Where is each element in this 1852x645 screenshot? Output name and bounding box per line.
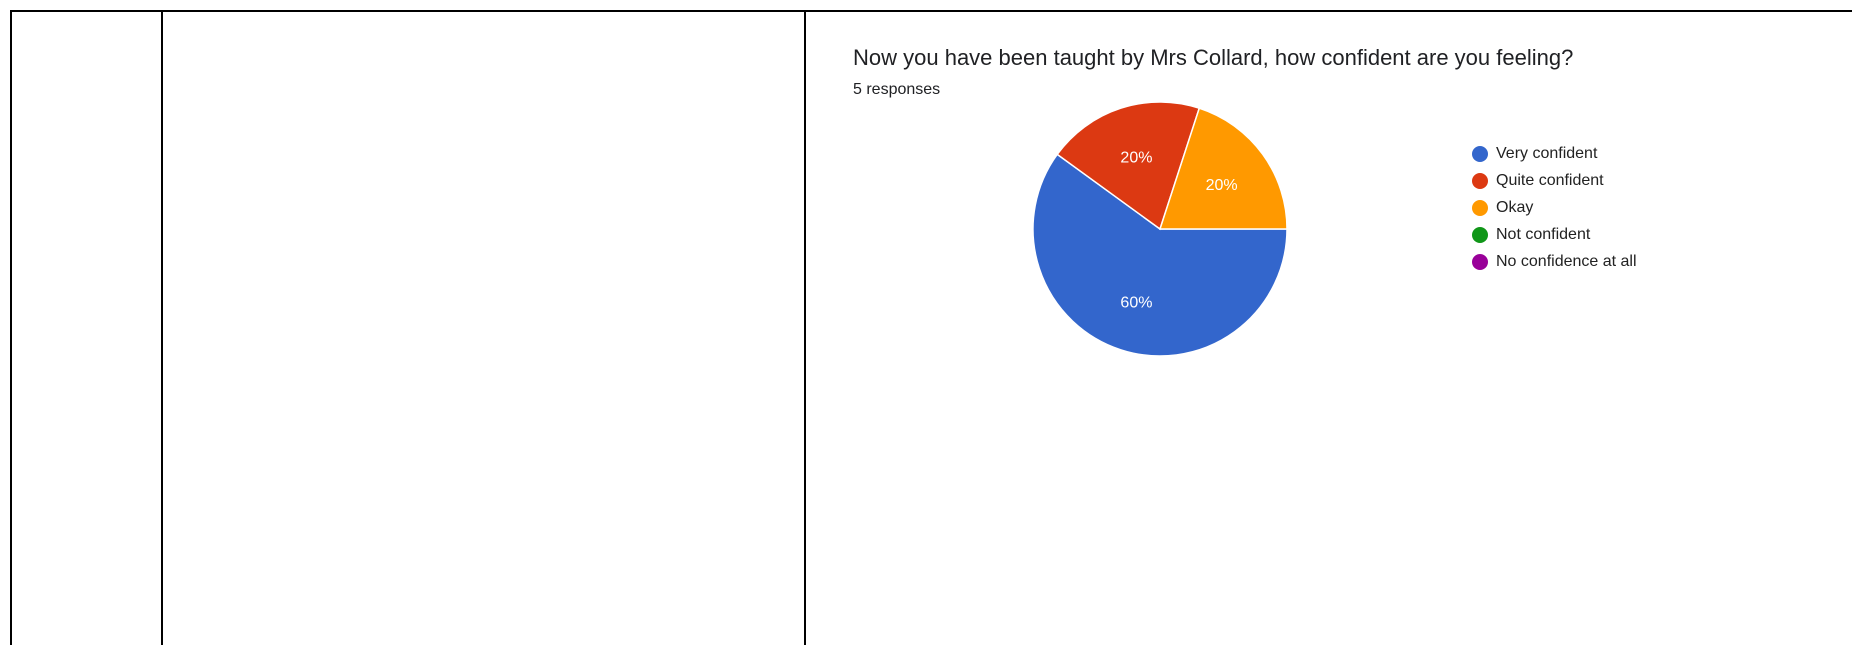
table-frame [10,10,1852,645]
pie-slice-label: 20% [1206,177,1238,194]
pie-slice-okay[interactable] [1158,107,1288,230]
chart-legend: Very confident Quite confident Okay Not con… [1472,140,1637,275]
legend-item-no-confidence-at-all[interactable]: No confidence at all [1472,248,1637,275]
legend-item-not-confident[interactable]: Not confident [1472,221,1637,248]
pie-slice-label: 60% [1120,294,1152,311]
table-column-divider [161,10,163,645]
form-response-panel: Now you have been taught by Mrs Collard,… [817,12,1852,645]
legend-item-very-confident[interactable]: Very confident [1472,140,1637,167]
pie-slice-label: 20% [1120,150,1152,167]
legend-swatch [1472,145,1488,162]
legend-swatch [1472,253,1488,270]
legend-swatch [1472,199,1488,216]
legend-label: Quite confident [1496,171,1604,189]
table-column-divider [804,10,806,645]
pie-slices [1032,101,1288,357]
responses-count: 5 responses [853,81,941,98]
legend-swatch [1472,226,1488,243]
pie-slice-very-confident[interactable] [1032,153,1288,357]
legend-label: Not confident [1496,225,1591,243]
chart-title: Now you have been taught by Mrs Collard,… [853,45,1574,70]
pie-slice-quite-confident[interactable] [1056,101,1201,231]
legend-label: Okay [1496,198,1534,216]
legend-label: No confidence at all [1496,252,1637,270]
legend-item-okay[interactable]: Okay [1472,194,1637,221]
pie-labels: 60% 20% 20% [1120,150,1237,312]
legend-swatch [1472,172,1488,189]
legend-item-quite-confident[interactable]: Quite confident [1472,167,1637,194]
legend-label: Very confident [1496,144,1598,162]
pie-chart: 60% 20% 20% [1032,101,1288,357]
